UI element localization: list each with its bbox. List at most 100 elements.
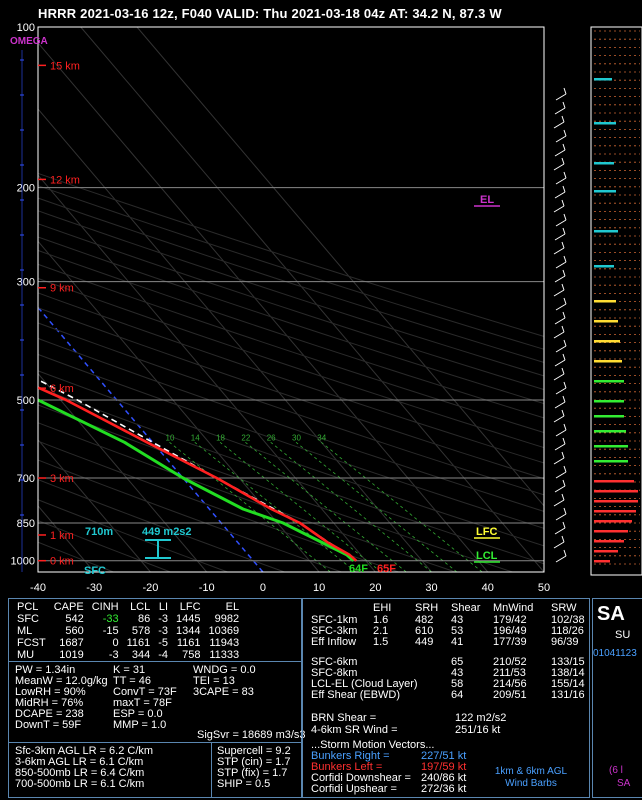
lapse-rate: 850-500mb LR = 6.4 C/km — [15, 767, 145, 779]
parcel-cell: 1344 — [176, 625, 201, 637]
parcel-cell: -3 — [158, 625, 169, 637]
dry-adiabat — [38, 223, 544, 391]
wind-barb-icon — [553, 499, 565, 507]
wind-barb-icon — [561, 115, 565, 123]
isotherm-line — [38, 571, 39, 572]
inflow-bar — [594, 480, 634, 483]
parcel-cell: 10369 — [208, 625, 240, 637]
kinematic-cell: 1.6 — [373, 614, 389, 626]
parcel-cell: 11943 — [209, 637, 240, 649]
wind-barb-icon — [562, 101, 566, 109]
dry-adiabat — [38, 277, 544, 449]
misc-param: MidRH = 76% — [15, 697, 84, 709]
wind-barb-icon — [553, 415, 565, 423]
wind-barb-icon — [561, 409, 565, 417]
kinematic-cell: 177/39 — [493, 636, 527, 648]
parcel-row: MU 1019 -3 344 -4 758 11333 — [11, 649, 243, 661]
isotherm-line — [38, 438, 151, 572]
kinematic-header: Shear — [451, 602, 481, 614]
kinematic-cell: 53 — [451, 625, 464, 637]
wind-barb-icon — [555, 177, 567, 185]
sfc-temp-label: 65F — [377, 563, 396, 575]
wind-barb-icon — [562, 353, 566, 361]
temp-tick-label: 0 — [260, 582, 266, 594]
misc-param: TT = 46 — [113, 675, 152, 687]
parcel-cell: -3 — [108, 649, 119, 661]
parcel-header: CINH — [91, 601, 119, 613]
parcel-cell: 344 — [131, 649, 151, 661]
wind-barb-icon — [553, 247, 565, 255]
isotherm-line — [38, 372, 208, 572]
temp-tick-label: 30 — [425, 582, 437, 594]
parcel-cell: 0 — [112, 637, 119, 649]
wind-barb-icon — [563, 213, 567, 221]
isotherm-line — [38, 42, 489, 572]
kinematic-cell: 211/53 — [493, 667, 526, 679]
lcl-label: LCL — [476, 550, 498, 562]
wind-barb-icon — [562, 269, 566, 277]
brn-label: BRN Shear = — [311, 712, 377, 724]
side-big-text: SA — [597, 603, 625, 625]
height-label: 15 km — [50, 60, 80, 72]
kinematic-cell: 41 — [451, 636, 464, 648]
isotherm-line — [136, 27, 544, 507]
storm-motion-label: Corfidi Downshear = — [311, 772, 411, 784]
side-bottom-text: (6 l — [609, 765, 623, 776]
inflow-bar — [594, 550, 618, 553]
dry-adiabat — [38, 459, 342, 572]
wind-barb-icon — [563, 339, 567, 347]
wind-barb-icon — [562, 143, 566, 151]
parcel-cell: 86 — [138, 613, 151, 625]
misc-param: ConvT = 73F — [113, 686, 177, 698]
kinematic-cell: 58 — [451, 678, 464, 690]
kinematic-header: MnWind — [493, 602, 534, 614]
parcel-cell: -33 — [102, 613, 119, 625]
wind-barb-icon — [563, 87, 567, 95]
temp-tick-label: 10 — [313, 582, 325, 594]
inflow-bar — [594, 265, 614, 268]
dry-adiabat — [38, 307, 544, 480]
wind-barb-icon — [561, 535, 565, 543]
inflow-bar — [594, 300, 616, 303]
wind-barb-icon — [562, 479, 566, 487]
parcel-cell: 1019 — [59, 649, 84, 661]
wind-barb-icon — [561, 157, 565, 165]
height-label: 6 km — [50, 383, 74, 395]
wind-barb-icon — [553, 331, 565, 339]
parcel-cell: 758 — [182, 649, 201, 661]
parcel-cell: -5 — [158, 637, 169, 649]
kinematic-cell: 138/14 — [551, 667, 585, 679]
lapse-rate: 3-6km AGL LR = 6.1 C/km — [15, 756, 144, 768]
dry-adiabat — [38, 353, 544, 529]
dry-adiabat — [38, 210, 544, 377]
wind-barb-icon — [554, 317, 566, 325]
pressure-label: 100 — [17, 22, 35, 34]
height-label: 9 km — [50, 283, 74, 295]
barb-legend-2: Wind Barbs — [505, 778, 557, 789]
kinematic-row-label: SFC-1km — [311, 614, 358, 626]
wind-barb-icon — [555, 555, 567, 563]
inflow-bar — [594, 510, 636, 513]
inflow-bar — [594, 230, 618, 233]
mixing-ratio-line — [270, 441, 432, 572]
wind-barb-icon — [563, 171, 567, 179]
storm-motion-label: Corfidi Upshear = — [311, 783, 397, 795]
parcel-row: FCST 1687 0 1161 -5 1161 11943 — [11, 637, 243, 649]
wind-barb-icon — [555, 513, 567, 521]
kinematic-header: SRW — [551, 602, 577, 614]
kinematic-row-label: LCL-EL (Cloud Layer) — [311, 678, 418, 690]
mixing-ratio-line — [194, 441, 356, 572]
brn-value: 122 m2/s2 — [455, 712, 507, 724]
wind-barb-icon — [561, 325, 565, 333]
parcel-cell: 560 — [65, 625, 84, 637]
misc-param: PW = 1.34in — [15, 664, 76, 676]
mixing-ratio-line — [295, 441, 458, 572]
inflow-bar — [594, 415, 624, 418]
kinematic-cell: 209/51 — [493, 689, 527, 701]
plot-frame — [37, 26, 545, 573]
composite-param: STP (fix) = 1.7 — [217, 767, 288, 779]
wind-barb-icon — [555, 429, 567, 437]
misc-param: WNDG = 0.0 — [193, 664, 256, 676]
kinematic-row-label: SFC-6km — [311, 656, 358, 668]
dry-adiabat — [38, 520, 171, 572]
